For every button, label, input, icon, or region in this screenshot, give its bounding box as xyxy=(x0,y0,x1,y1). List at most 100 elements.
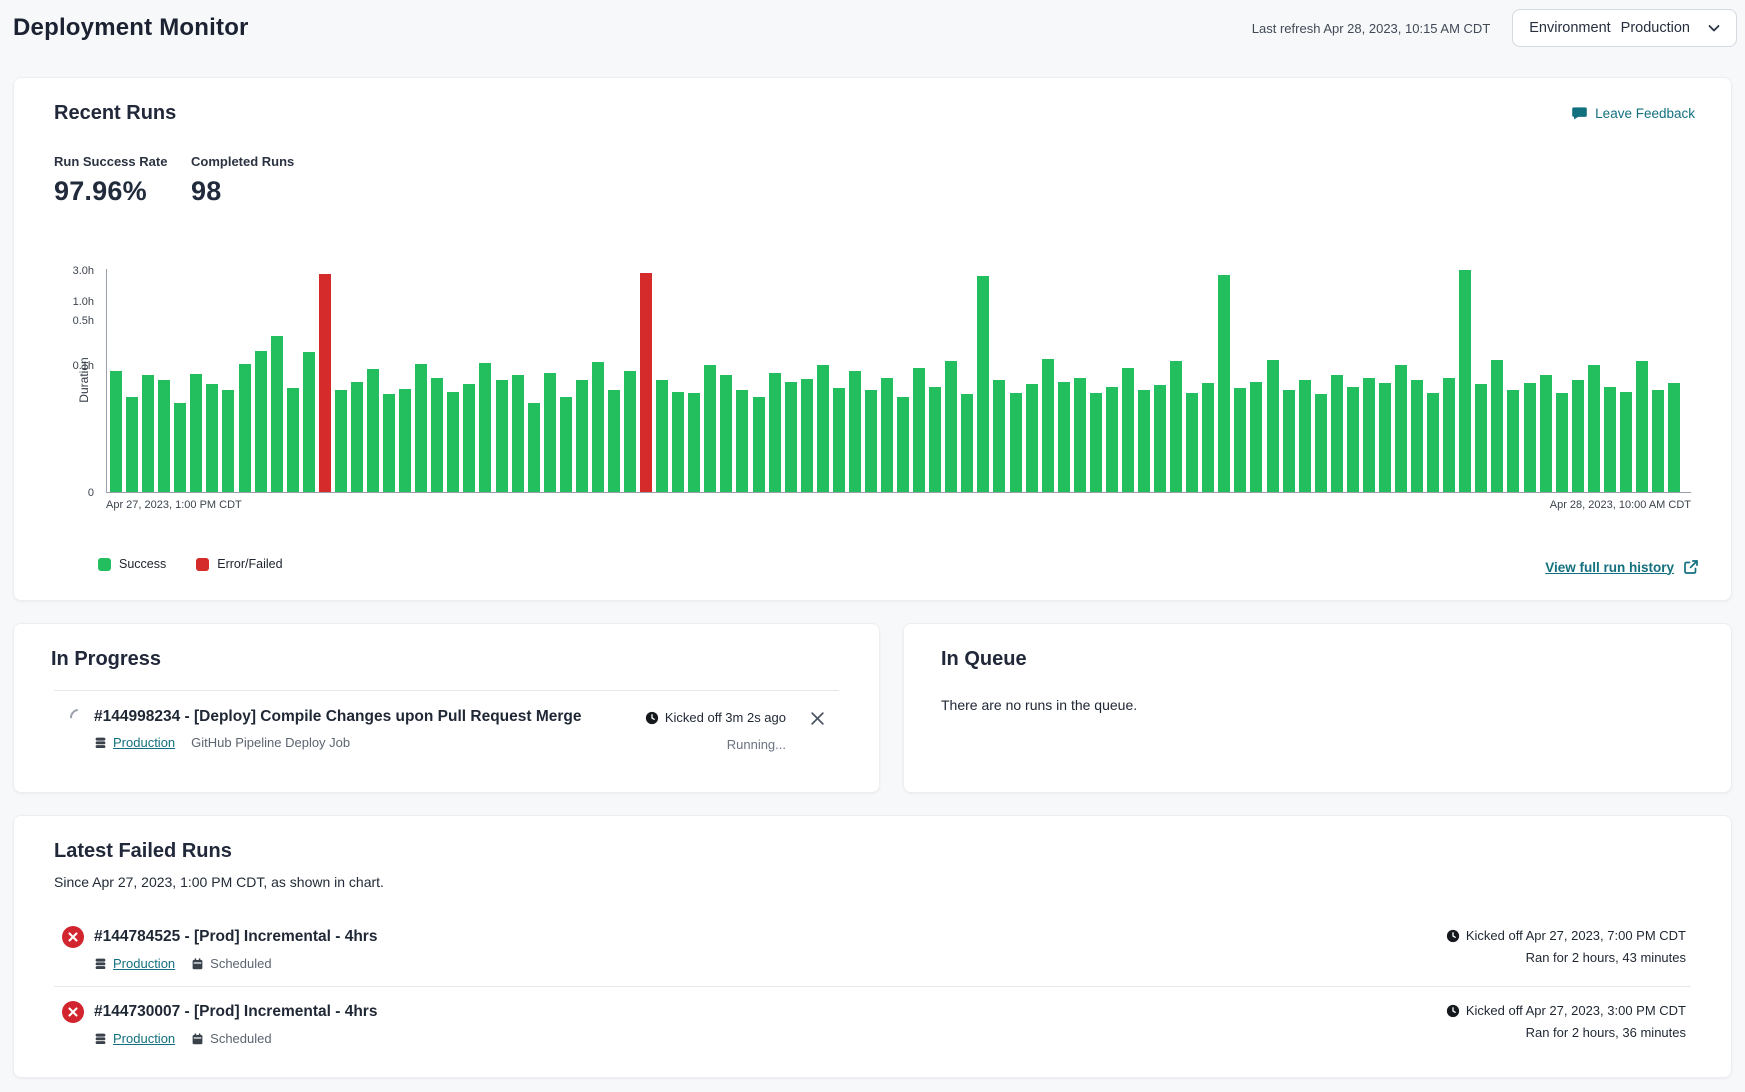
chart-bar[interactable] xyxy=(864,390,877,492)
chart-bar[interactable] xyxy=(190,373,203,492)
chart-bar[interactable] xyxy=(1186,392,1199,492)
chart-bar[interactable] xyxy=(431,377,444,492)
chart-bar[interactable] xyxy=(1668,382,1681,492)
chart-bar[interactable] xyxy=(1234,387,1247,492)
environment-link[interactable]: Production xyxy=(113,956,176,971)
chart-bar[interactable] xyxy=(1170,361,1183,492)
chart-bar[interactable] xyxy=(479,363,492,492)
chart-bar[interactable] xyxy=(1395,365,1407,492)
chart-bar[interactable] xyxy=(1539,375,1552,492)
chart-bar[interactable] xyxy=(334,390,347,492)
chart-bar[interactable] xyxy=(206,384,219,492)
chart-bar[interactable] xyxy=(640,272,653,492)
view-full-run-history-link[interactable]: View full run history xyxy=(1545,559,1699,575)
chart-bar[interactable] xyxy=(993,380,1006,492)
chart-bar[interactable] xyxy=(1282,390,1295,492)
chart-bar[interactable] xyxy=(1009,392,1022,492)
chart-bar[interactable] xyxy=(1250,381,1263,492)
chart-bar[interactable] xyxy=(126,396,139,492)
chart-bar[interactable] xyxy=(800,379,813,492)
chart-bar[interactable] xyxy=(945,361,958,492)
chart-bar[interactable] xyxy=(1314,394,1327,492)
chart-bar[interactable] xyxy=(961,394,974,492)
chart-bar[interactable] xyxy=(1491,359,1504,492)
chart-bar[interactable] xyxy=(913,367,926,492)
chart-bar[interactable] xyxy=(415,363,428,492)
chart-bar[interactable] xyxy=(607,390,620,492)
chart-bar[interactable] xyxy=(1427,392,1440,492)
chart-bar[interactable] xyxy=(1105,386,1118,492)
environment-dropdown[interactable]: Environment Production xyxy=(1512,9,1737,47)
chart-bar[interactable] xyxy=(495,380,508,492)
chart-bar[interactable] xyxy=(302,351,315,492)
chart-bar[interactable] xyxy=(897,396,910,492)
chart-bar[interactable] xyxy=(704,365,717,492)
chart-bar[interactable] xyxy=(848,371,861,492)
chart-bar[interactable] xyxy=(736,390,749,492)
chart-bar[interactable] xyxy=(527,403,540,492)
chart-bar[interactable] xyxy=(559,396,572,492)
chart-bar[interactable] xyxy=(511,375,524,492)
chart-bar[interactable] xyxy=(624,371,636,492)
chart-bar[interactable] xyxy=(1587,365,1600,492)
chart-bar[interactable] xyxy=(1652,390,1664,492)
environment-link[interactable]: Production xyxy=(113,1031,176,1046)
chart-bar[interactable] xyxy=(977,276,990,492)
close-icon[interactable] xyxy=(810,711,825,726)
chart-bar[interactable] xyxy=(1057,381,1070,492)
chart-bar[interactable] xyxy=(881,377,893,492)
chart-bar[interactable] xyxy=(463,384,476,492)
chart-bar[interactable] xyxy=(222,390,235,492)
chart-bar[interactable] xyxy=(286,387,299,492)
chart-bar[interactable] xyxy=(688,392,701,492)
chart-bar[interactable] xyxy=(1507,390,1520,492)
chart-bar[interactable] xyxy=(784,381,797,492)
chart-bar[interactable] xyxy=(1298,380,1311,492)
chart-bar[interactable] xyxy=(1346,386,1359,492)
chart-bar[interactable] xyxy=(1073,377,1086,492)
chart-bar[interactable] xyxy=(1138,390,1150,492)
chart-bar[interactable] xyxy=(1603,386,1616,492)
chart-bar[interactable] xyxy=(1443,377,1456,492)
chart-bar[interactable] xyxy=(1459,269,1472,492)
chart-bar[interactable] xyxy=(543,372,556,492)
chart-bar[interactable] xyxy=(158,380,171,492)
chart-bar[interactable] xyxy=(672,391,685,492)
chart-bar[interactable] xyxy=(174,403,187,492)
chart-bar[interactable] xyxy=(832,387,845,492)
environment-link[interactable]: Production xyxy=(113,735,176,750)
chart-bar[interactable] xyxy=(350,381,363,492)
chart-bar[interactable] xyxy=(399,389,412,492)
chart-bar[interactable] xyxy=(591,362,604,492)
chart-bar[interactable] xyxy=(768,372,781,492)
chart-bar[interactable] xyxy=(1475,384,1488,492)
chart-bar[interactable] xyxy=(110,371,122,492)
chart-bar[interactable] xyxy=(1089,392,1102,492)
leave-feedback-link[interactable]: Leave Feedback xyxy=(1571,105,1695,122)
chart-bar[interactable] xyxy=(575,380,588,492)
chart-bar[interactable] xyxy=(1121,367,1134,492)
chart-bar[interactable] xyxy=(254,351,267,492)
chart-bar[interactable] xyxy=(318,273,331,492)
chart-bar[interactable] xyxy=(270,336,283,492)
chart-bar[interactable] xyxy=(383,394,396,492)
chart-bar[interactable] xyxy=(720,375,733,492)
chart-bar[interactable] xyxy=(1362,377,1375,492)
chart-bar[interactable] xyxy=(1154,385,1167,492)
chart-bar[interactable] xyxy=(929,386,942,492)
chart-bar[interactable] xyxy=(1330,375,1343,492)
chart-bar[interactable] xyxy=(238,364,251,492)
chart-bar[interactable] xyxy=(656,380,669,492)
chart-bar[interactable] xyxy=(1041,358,1054,492)
chart-bar[interactable] xyxy=(1218,274,1231,492)
chart-bar[interactable] xyxy=(367,368,379,492)
chart-bar[interactable] xyxy=(1025,384,1038,492)
chart-bar[interactable] xyxy=(1202,382,1215,492)
chart-bar[interactable] xyxy=(1555,392,1568,492)
chart-bar[interactable] xyxy=(1266,360,1279,492)
chart-bar[interactable] xyxy=(142,375,155,492)
chart-bar[interactable] xyxy=(1378,382,1391,492)
chart-bar[interactable] xyxy=(1571,380,1584,492)
chart-bar[interactable] xyxy=(1523,382,1536,492)
chart-bar[interactable] xyxy=(1619,391,1632,492)
